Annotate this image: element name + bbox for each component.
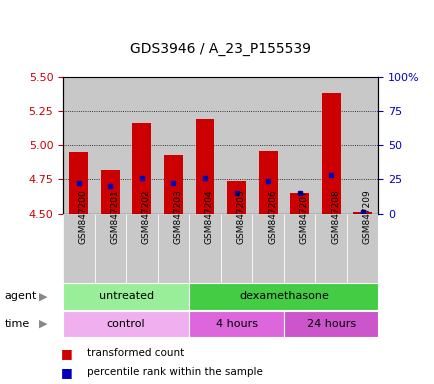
Bar	[346, 214, 378, 283]
Text: GDS3946 / A_23_P155539: GDS3946 / A_23_P155539	[130, 42, 311, 56]
Bar	[258, 151, 277, 214]
Bar	[63, 311, 189, 338]
Text: dexamethasone: dexamethasone	[238, 291, 328, 301]
Text: time: time	[4, 319, 30, 329]
Bar	[164, 155, 182, 214]
Bar	[126, 214, 157, 283]
Text: GSM847206: GSM847206	[267, 190, 276, 244]
Text: GSM847203: GSM847203	[173, 190, 182, 244]
Bar	[189, 311, 283, 338]
Bar	[315, 77, 346, 214]
Bar	[346, 77, 378, 214]
Bar	[95, 214, 126, 283]
Bar	[321, 93, 340, 214]
Text: ▶: ▶	[39, 291, 48, 301]
Text: GSM847204: GSM847204	[204, 190, 214, 244]
Text: agent: agent	[4, 291, 36, 301]
Text: GSM847208: GSM847208	[330, 190, 339, 244]
Bar	[283, 77, 315, 214]
Bar	[69, 152, 88, 214]
Bar	[252, 214, 283, 283]
Bar	[157, 77, 189, 214]
Text: transformed count: transformed count	[87, 348, 184, 358]
Bar	[315, 214, 346, 283]
Text: control: control	[107, 319, 145, 329]
Bar	[63, 283, 189, 310]
Bar	[289, 193, 308, 214]
Text: GSM847200: GSM847200	[79, 190, 88, 244]
Text: percentile rank within the sample: percentile rank within the sample	[87, 367, 262, 377]
Bar	[157, 214, 189, 283]
Bar	[126, 77, 157, 214]
Bar	[220, 214, 252, 283]
Bar	[132, 123, 151, 214]
Bar	[195, 119, 214, 214]
Bar	[95, 77, 126, 214]
Text: ■: ■	[61, 366, 72, 379]
Text: ▶: ▶	[39, 319, 48, 329]
Text: GSM847202: GSM847202	[141, 190, 151, 244]
Text: GSM847209: GSM847209	[362, 190, 371, 244]
Text: GSM847205: GSM847205	[236, 190, 245, 244]
Text: GSM847207: GSM847207	[299, 190, 308, 244]
Bar	[352, 212, 371, 214]
Bar	[189, 214, 220, 283]
Text: ■: ■	[61, 347, 72, 360]
Bar	[227, 181, 245, 214]
Text: 4 hours: 4 hours	[215, 319, 257, 329]
Bar	[283, 311, 378, 338]
Bar	[220, 77, 252, 214]
Bar	[252, 77, 283, 214]
Bar	[63, 77, 95, 214]
Text: GSM847201: GSM847201	[110, 190, 119, 244]
Bar	[283, 214, 315, 283]
Bar	[189, 77, 220, 214]
Bar	[189, 283, 378, 310]
Bar	[63, 214, 95, 283]
Text: 24 hours: 24 hours	[306, 319, 355, 329]
Text: untreated: untreated	[99, 291, 153, 301]
Bar	[101, 170, 120, 214]
